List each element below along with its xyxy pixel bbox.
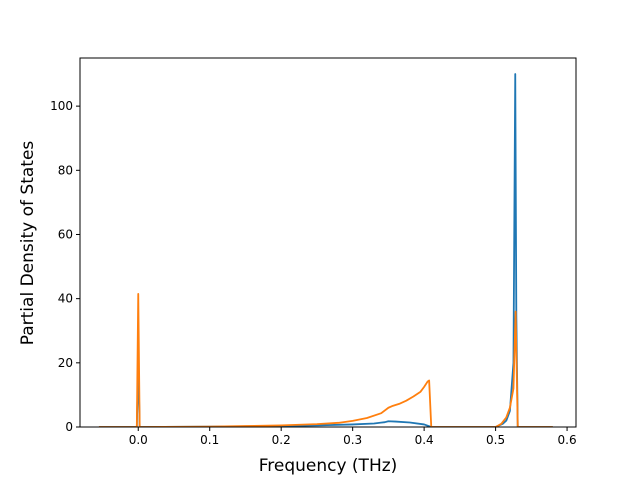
y-tick-label: 60 — [58, 227, 73, 241]
y-tick-label: 80 — [58, 163, 73, 177]
series-line-2 — [98, 292, 553, 427]
x-tick-label: 0.1 — [200, 433, 219, 447]
series-line-1 — [98, 73, 553, 427]
y-axis-label: Partial Density of States — [18, 141, 38, 346]
y-tick-label: 20 — [58, 356, 73, 370]
y-tick-label: 0 — [65, 420, 73, 434]
x-tick-label: 0.6 — [558, 433, 577, 447]
x-tick-label: 0.5 — [486, 433, 505, 447]
x-tick-label: 0.2 — [272, 433, 291, 447]
x-axis-label: Frequency (THz) — [259, 456, 398, 476]
axis-layer: 0.0 0.1 0.2 0.3 0.4 0.5 0.6 0 20 40 60 80 100 — [50, 57, 577, 447]
y-tick-label: 40 — [58, 292, 73, 306]
plot-frame — [79, 57, 577, 428]
x-tick-label: 0.3 — [343, 433, 362, 447]
x-tick-label: 0.4 — [415, 433, 434, 447]
x-tick-label: 0.0 — [129, 433, 148, 447]
plot-layer — [98, 73, 553, 427]
y-tick-label: 100 — [50, 99, 73, 113]
